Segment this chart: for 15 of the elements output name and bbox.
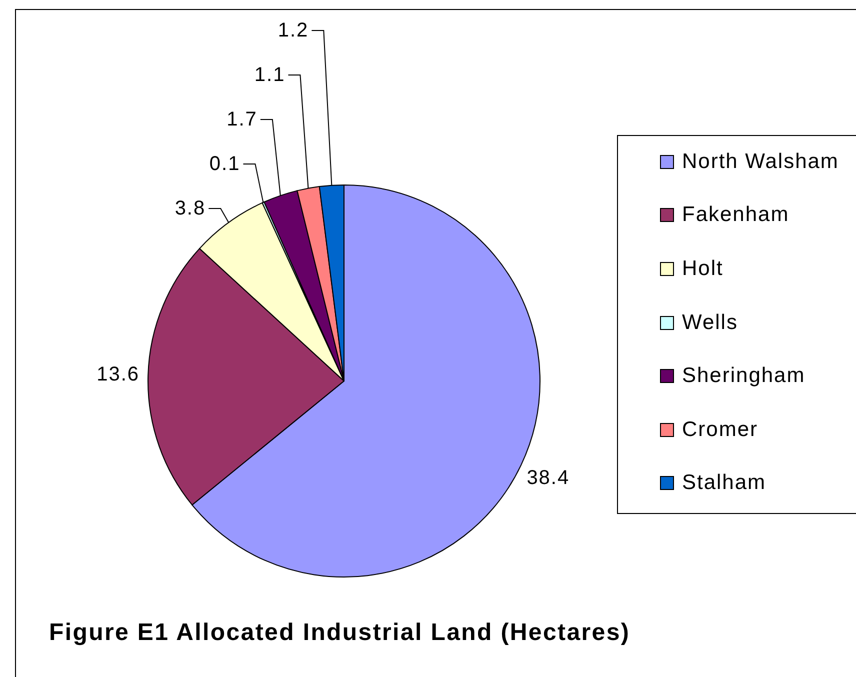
data-label: 1.7 bbox=[226, 108, 258, 131]
legend-label: Fakenham bbox=[682, 203, 790, 228]
data-label: 3.8 bbox=[174, 198, 206, 220]
data-label: 13.6 bbox=[96, 363, 140, 386]
data-label: 0.1 bbox=[209, 153, 240, 176]
data-label: 1.1 bbox=[254, 64, 286, 86]
data-label: 38.4 bbox=[526, 466, 570, 489]
legend-label: Stalham bbox=[682, 471, 766, 496]
legend-label: Holt bbox=[682, 256, 724, 281]
data-label: 1.2 bbox=[278, 20, 309, 42]
legend-label: Sheringham bbox=[682, 364, 806, 388]
legend-label: Cromer bbox=[682, 418, 758, 442]
legend-label: Wells bbox=[682, 310, 738, 335]
text: Figure E1 Allocated Industrial Land (Hectares) bbox=[49, 619, 630, 647]
legend-label: North Walsham bbox=[682, 150, 839, 174]
